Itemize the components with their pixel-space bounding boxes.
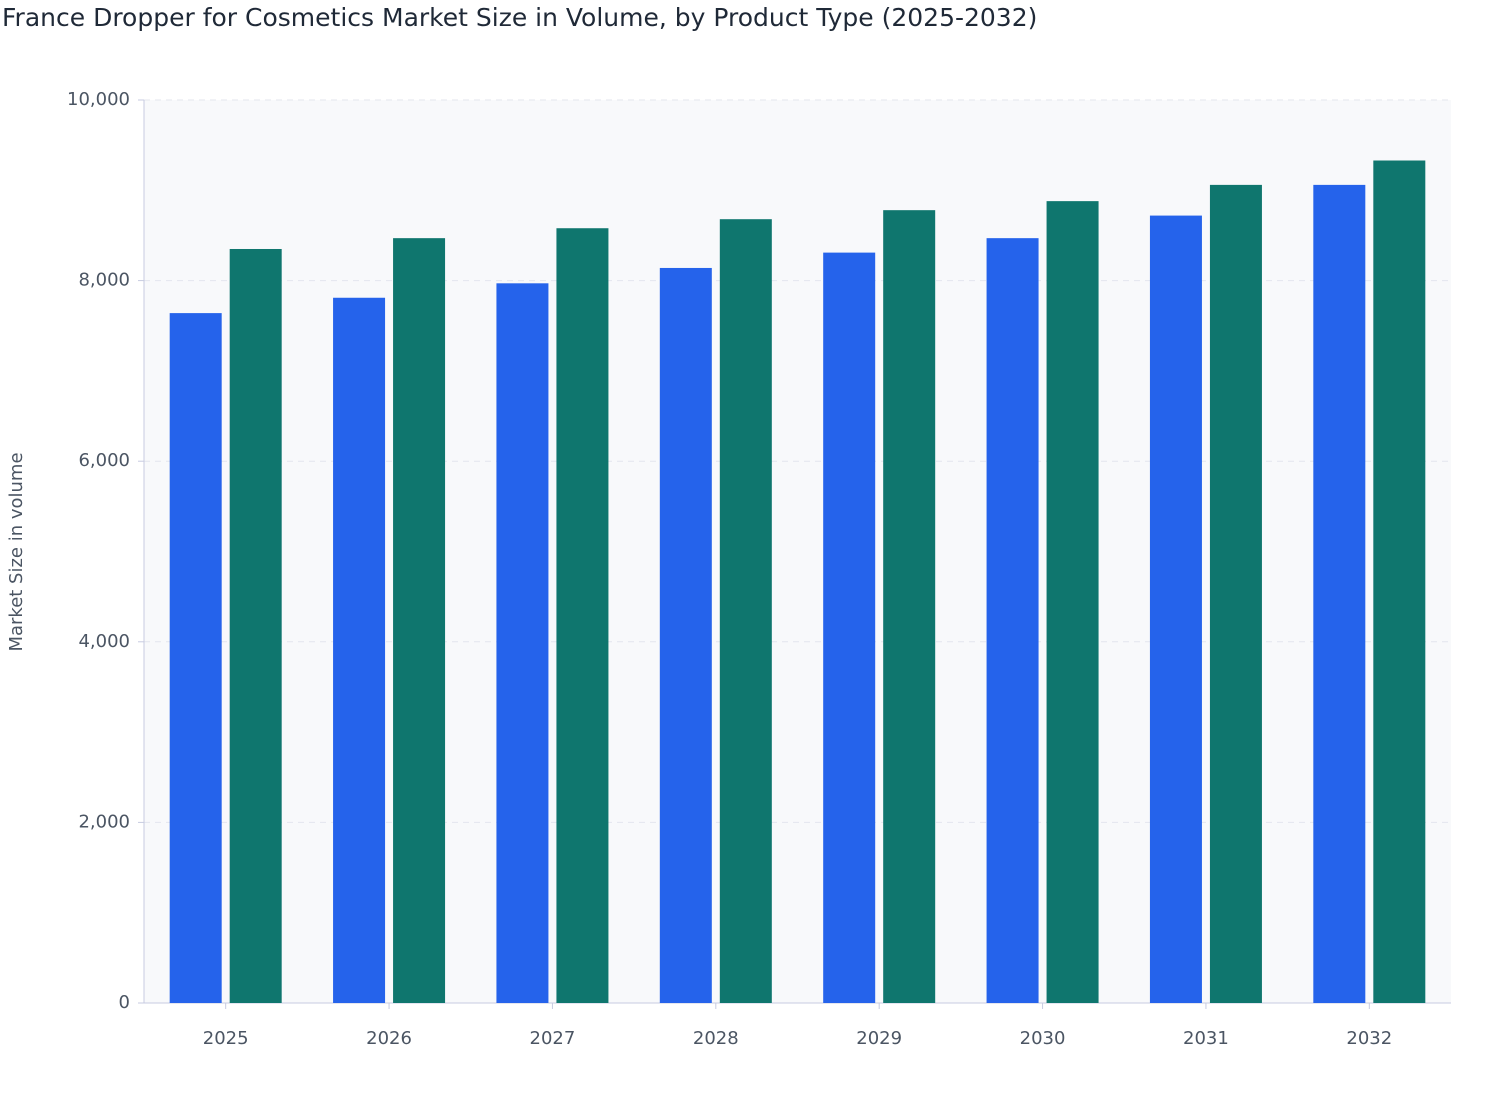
x-tick-label: 2029 [856, 1028, 902, 1049]
bar [986, 238, 1039, 1003]
y-tick-label: 6,000 [78, 450, 130, 471]
bar [333, 297, 386, 1004]
y-tick-label: 2,000 [78, 811, 130, 832]
bar [1046, 201, 1099, 1004]
bar [719, 219, 772, 1004]
bar [823, 252, 876, 1003]
y-axis-label: Market Size in volume [6, 452, 27, 651]
bar [1149, 215, 1202, 1004]
bar [1209, 184, 1262, 1003]
bar [659, 267, 712, 1003]
y-tick-label: 8,000 [78, 270, 130, 291]
x-tick-label: 2027 [530, 1028, 576, 1049]
y-tick-label: 0 [119, 992, 130, 1013]
bar [556, 228, 609, 1003]
bar [1313, 184, 1366, 1003]
y-tick-label: 10,000 [67, 89, 130, 110]
bar [883, 210, 936, 1003]
x-tick-label: 2028 [693, 1028, 739, 1049]
bar [496, 283, 549, 1004]
y-tick-label: 4,000 [78, 631, 130, 652]
x-tick-label: 2025 [203, 1028, 249, 1049]
bar [169, 313, 222, 1003]
x-tick-label: 2026 [366, 1028, 412, 1049]
bar [229, 248, 282, 1003]
chart-title: France Dropper for Cosmetics Market Size… [2, 3, 1037, 32]
x-tick-label: 2032 [1346, 1028, 1392, 1049]
x-tick-label: 2030 [1020, 1028, 1066, 1049]
bar [1373, 160, 1426, 1004]
bar [393, 238, 446, 1003]
x-tick-label: 2031 [1183, 1028, 1229, 1049]
